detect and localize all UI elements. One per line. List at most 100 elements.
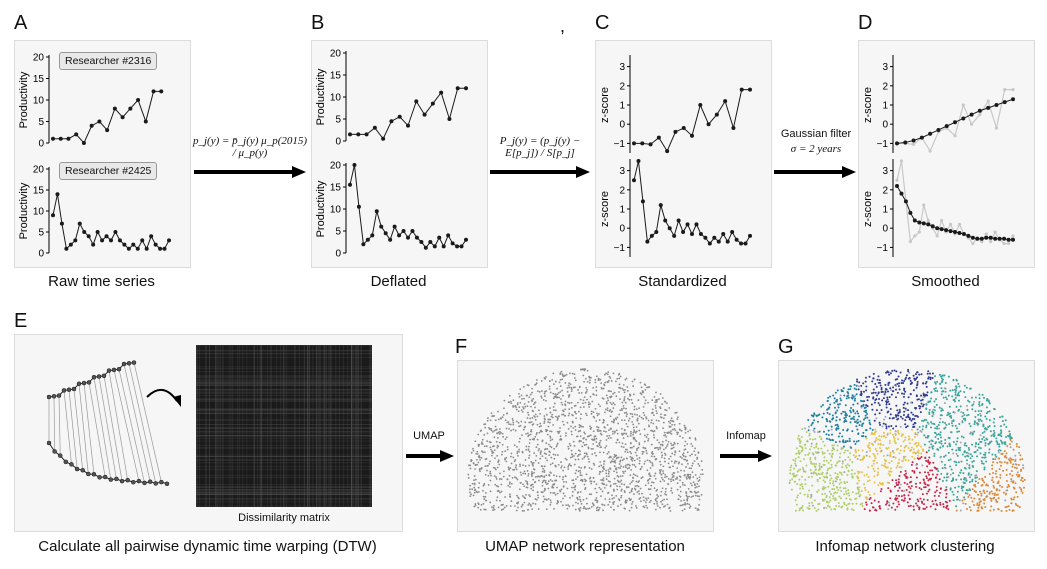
umap-node [545, 442, 548, 445]
umap-node [608, 375, 611, 378]
cluster-node [920, 402, 923, 405]
umap-node [672, 474, 675, 477]
umap-node [531, 391, 533, 394]
series-point [89, 123, 94, 128]
umap-node [517, 501, 520, 504]
cluster-node [854, 450, 857, 453]
cluster-node [864, 417, 867, 420]
series-point [397, 233, 402, 238]
umap-node [599, 446, 602, 449]
panel-letter-b: B [311, 12, 325, 34]
umap-node [540, 465, 543, 467]
umap-node [651, 399, 654, 402]
cluster-node [952, 378, 955, 381]
umap-node [574, 411, 576, 414]
umap-node [604, 381, 607, 384]
umap-node [561, 413, 564, 416]
series-point [46, 394, 52, 400]
umap-node [603, 383, 606, 386]
umap-node [499, 491, 501, 494]
umap-node [567, 466, 570, 468]
series-point [136, 478, 142, 484]
umap-node [540, 390, 543, 392]
umap-node [567, 464, 570, 467]
umap-node [621, 427, 623, 430]
cluster-node [936, 425, 939, 428]
ghost-series-point [961, 103, 965, 107]
cluster-node [892, 433, 895, 436]
umap-node [680, 429, 683, 432]
cluster-node [857, 488, 860, 491]
cluster-node [849, 421, 852, 424]
umap-node [684, 440, 687, 443]
cluster-node [818, 435, 821, 438]
umap-node [645, 417, 648, 420]
cluster-node [860, 490, 863, 493]
cluster-node [932, 408, 935, 411]
cluster-node [949, 458, 952, 461]
cluster-node [822, 475, 825, 478]
cluster-node [903, 490, 906, 493]
cluster-node [811, 438, 814, 441]
cluster-node [997, 451, 1000, 454]
umap-node [662, 421, 665, 424]
cluster-node [914, 407, 917, 410]
cluster-node [861, 400, 864, 403]
cluster-node [974, 480, 977, 483]
series-point [975, 236, 980, 241]
umap-node [635, 480, 638, 483]
cluster-node [868, 441, 871, 444]
cluster-node [886, 411, 889, 414]
cluster-node [942, 378, 945, 381]
umap-node [486, 432, 489, 435]
cluster-node [910, 428, 913, 431]
cluster-node [903, 410, 906, 413]
cluster-node [924, 457, 927, 460]
cluster-node [1004, 441, 1007, 444]
umap-node [503, 399, 506, 402]
cluster-node [848, 494, 851, 497]
cluster-node [880, 435, 883, 438]
cluster-node [817, 508, 820, 511]
cluster-node [888, 403, 891, 406]
series-point [455, 244, 460, 249]
umap-node [619, 375, 622, 378]
umap-node [606, 373, 609, 376]
cluster-node [904, 436, 907, 439]
panel-letter-c: C [595, 12, 610, 34]
cluster-node [885, 425, 888, 428]
umap-node [670, 432, 673, 435]
cluster-node [849, 498, 852, 501]
umap-node [605, 472, 608, 475]
y-tick-label: −1 [614, 243, 626, 254]
umap-node [610, 395, 613, 398]
umap-node [528, 450, 531, 453]
umap-node [477, 443, 480, 446]
cluster-node [933, 452, 936, 455]
umap-node [540, 450, 542, 453]
cluster-node [998, 484, 1001, 487]
umap-node [515, 420, 518, 423]
umap-node [665, 488, 667, 490]
umap-node [543, 469, 546, 472]
series-point [414, 99, 419, 104]
umap-node [656, 412, 658, 415]
cluster-node [861, 425, 864, 428]
umap-node [605, 445, 608, 447]
y-tick-label: 0 [335, 137, 341, 148]
cluster-node [931, 415, 934, 418]
cluster-node [992, 461, 995, 464]
cluster-node [925, 385, 928, 388]
cluster-node [864, 414, 867, 417]
umap-node [614, 459, 616, 462]
umap-node [489, 419, 492, 422]
umap-node [610, 411, 613, 413]
cluster-node [942, 503, 945, 506]
umap-node [599, 451, 601, 454]
cluster-node [973, 423, 976, 426]
cluster-node [863, 486, 866, 489]
umap-node [573, 486, 575, 489]
cluster-node [985, 412, 988, 415]
umap-node [477, 445, 480, 447]
cluster-node [897, 385, 900, 388]
